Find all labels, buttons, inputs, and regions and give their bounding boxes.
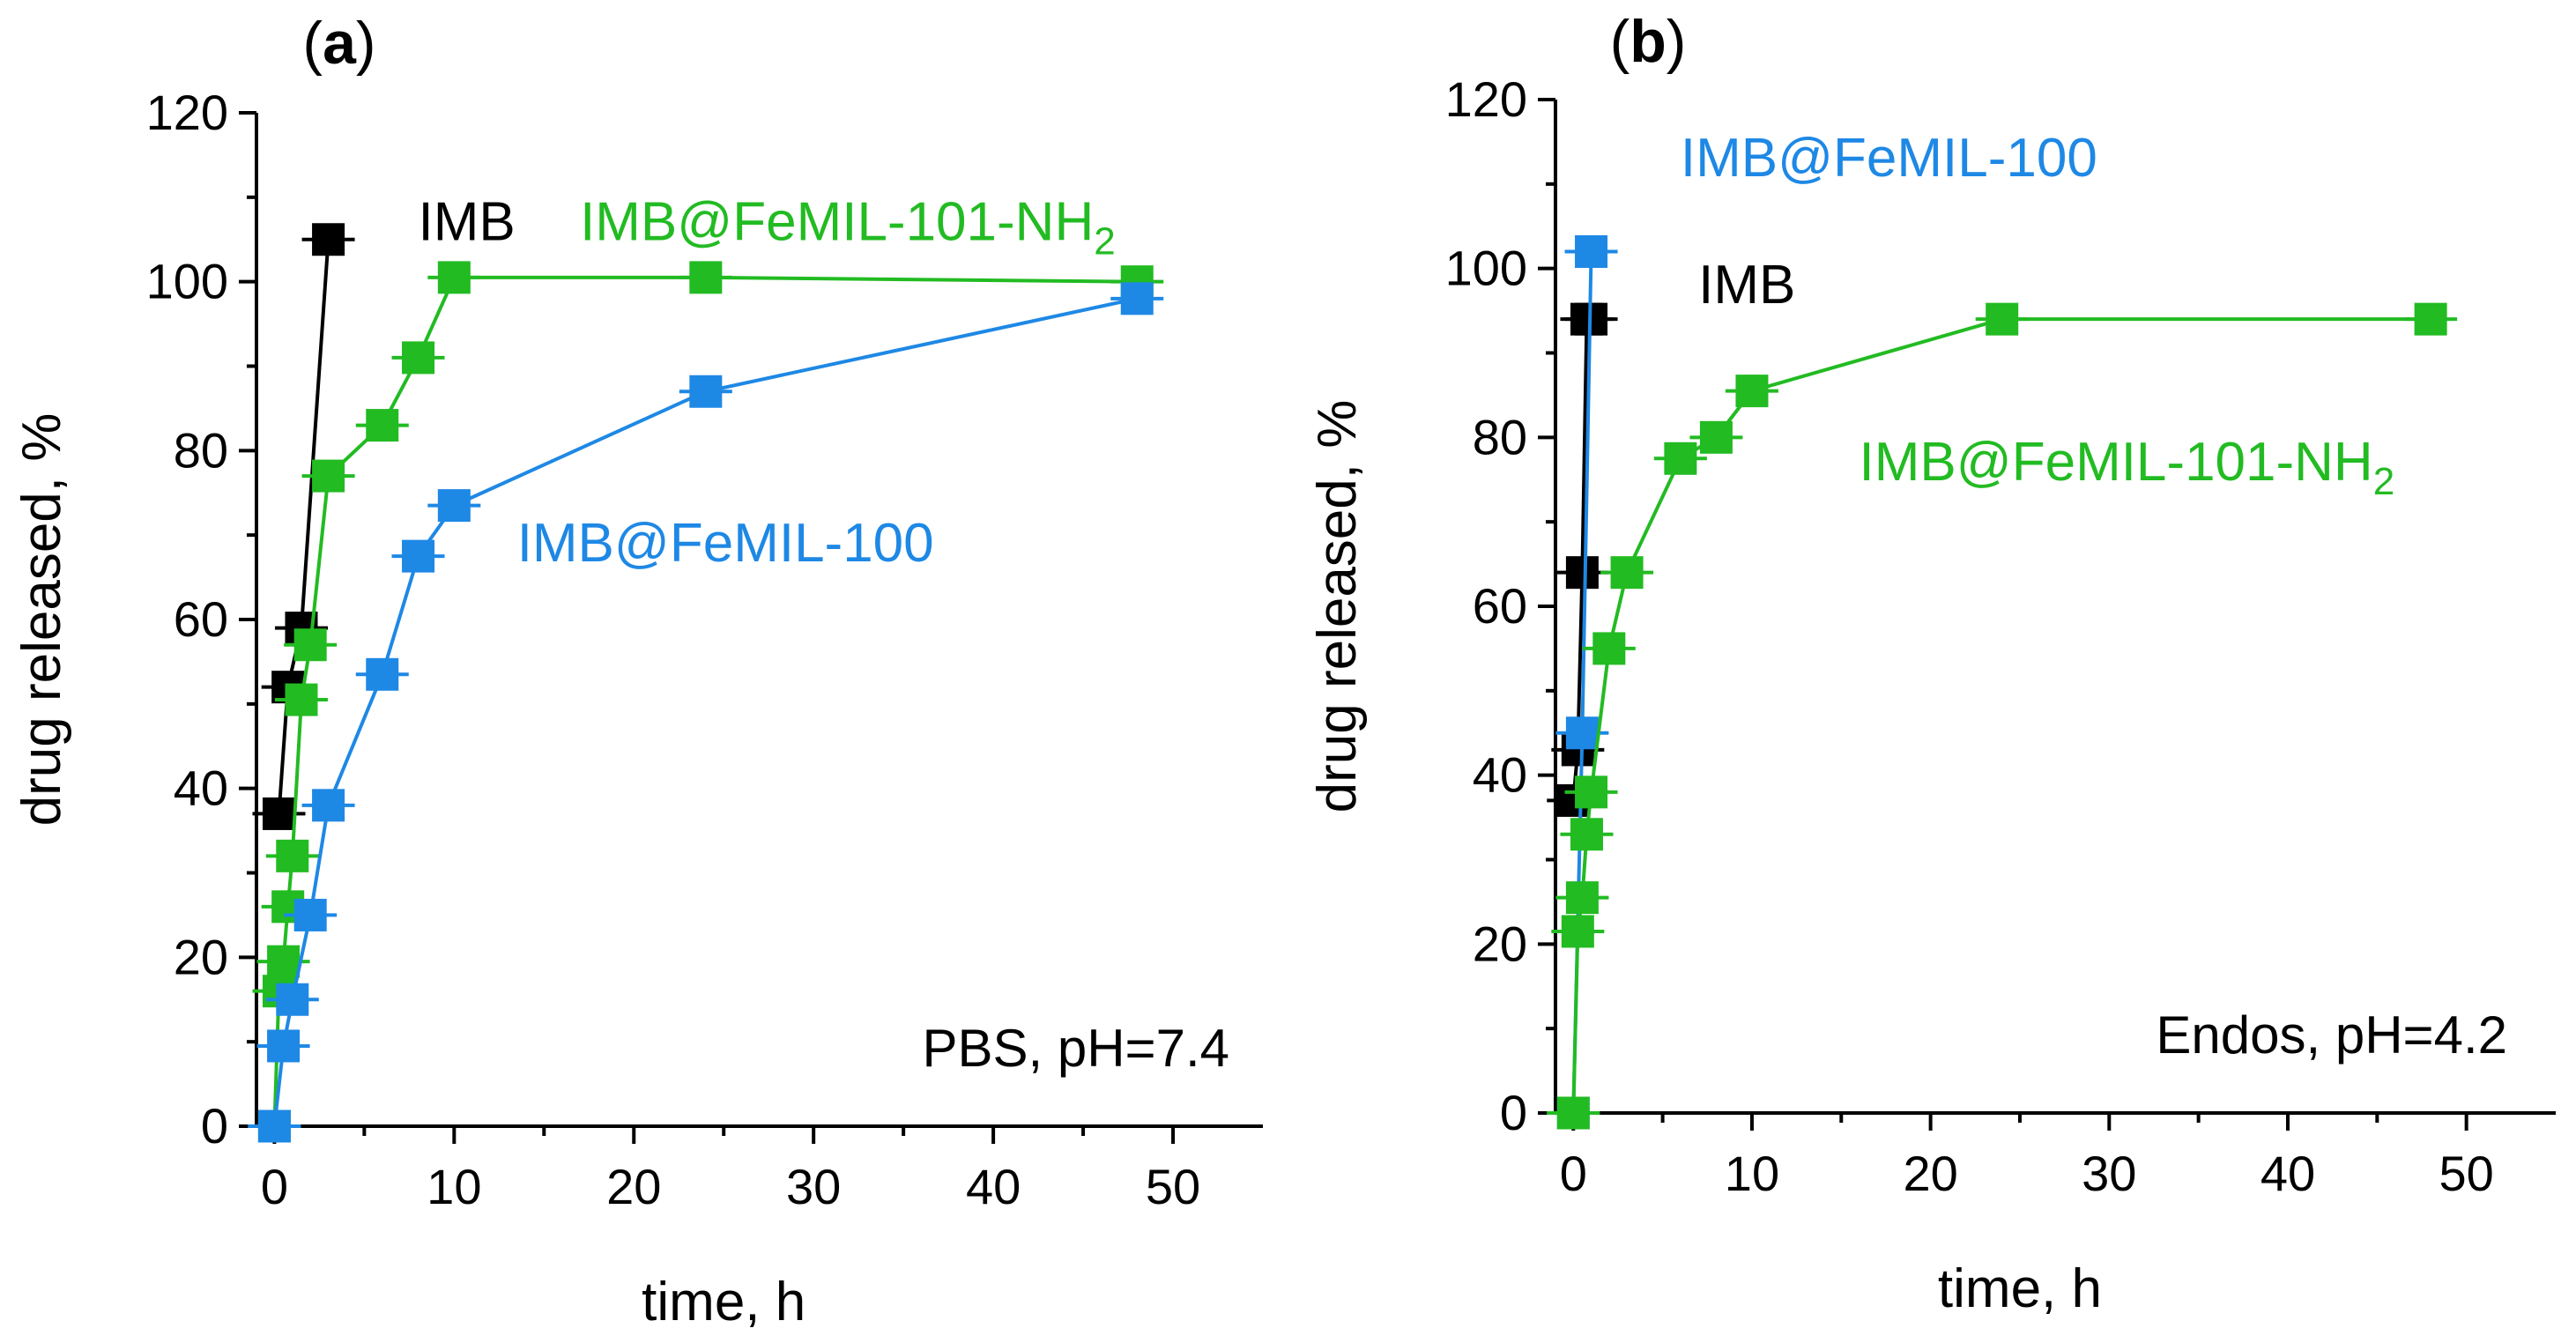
panel-a-series-imb-femil-100-point <box>312 789 345 822</box>
panel-a-series-imb-femil-100-point <box>293 898 327 931</box>
panel-b-series-imb-femil-101-nh2-point <box>1575 775 1608 809</box>
panel-a-series-imb-femil-100-point <box>276 983 309 1016</box>
panel-b-series-imb: IMB <box>1547 255 1795 817</box>
panel-a-series-imb-femil-101-nh2-point <box>437 261 471 294</box>
panel-a-condition-annotation: PBS, pH=7.4 <box>922 1019 1229 1078</box>
panel-b-y-axis-title: drug released, % <box>1307 400 1368 813</box>
panel-b-series-imb-femil-101-nh2-point <box>1699 420 1733 454</box>
panel-b-series-imb-femil-100-point <box>1575 235 1608 268</box>
panel-a-series-imb: IMB <box>252 192 516 830</box>
panel-b-series-imb-femil-101-nh2-point <box>1592 632 1626 665</box>
panel-a-series-imb-femil-101-nh2-point <box>276 839 309 872</box>
panel-b-series-imb-femil-101-nh2-point <box>1735 375 1769 408</box>
panel-a-panel-label: (a) <box>302 10 375 77</box>
panel-a-x-tick-label: 0 <box>261 1159 288 1214</box>
panel-b-y-tick-label: 80 <box>1473 409 1527 464</box>
panel-a-series-imb-femil-101-nh2: IMB@FeMIL-101-NH2 <box>248 192 1164 1143</box>
panel-a-y-tick-label: 80 <box>174 422 228 478</box>
panel-b-panel-label: (b) <box>1610 8 1687 75</box>
panel-a-series-imb-femil-101-nh2-point <box>267 945 301 978</box>
panel-a-series-imb-femil-100: IMB@FeMIL-100 <box>248 282 1164 1143</box>
panel-a-x-tick-label: 10 <box>427 1159 481 1214</box>
panel-b-condition-annotation: Endos, pH=4.2 <box>2156 1005 2507 1065</box>
panel-a-y-tick-label: 40 <box>174 761 228 816</box>
panel-a-series-imb-femil-100-point <box>1120 282 1154 315</box>
panel-b-x-tick-label: 40 <box>2260 1146 2315 1201</box>
panel-a-series-imb-femil-100-point <box>689 375 723 408</box>
panel-b-x-tick-label: 30 <box>2082 1146 2136 1201</box>
panel-b-series-imb-label: IMB <box>1698 255 1795 315</box>
panel-b-series-imb-femil-101-nh2-point <box>1556 1096 1590 1130</box>
panel-b-series-imb-femil-101-nh2-point <box>1570 818 1603 851</box>
panel-b-x-tick-label: 0 <box>1560 1146 1587 1201</box>
panel-a-series-imb-point <box>312 223 345 256</box>
panel-b-x-tick-label: 50 <box>2439 1146 2494 1201</box>
panel-a-series-imb-femil-101-nh2-point <box>402 341 435 375</box>
panel-a-x-axis-title: time, h <box>642 1272 805 1332</box>
panel-b-x-axis-title: time, h <box>1938 1258 2102 1319</box>
panel-a-series-imb-femil-101-nh2-point <box>293 628 327 662</box>
panel-a-y-axis-title: drug released, % <box>11 413 72 827</box>
panel-a-series-imb-femil-101-nh2-point <box>366 409 399 442</box>
panel-b-y-tick-label: 40 <box>1473 747 1527 803</box>
panel-b-series-imb-femil-101-nh2: IMB@FeMIL-101-NH2 <box>1547 302 2458 1130</box>
panel-a-y-tick-label: 120 <box>146 85 228 140</box>
panel-b-y-tick-label: 100 <box>1445 241 1527 296</box>
panel-b-y-tick-label: 0 <box>1500 1085 1527 1140</box>
panel-b-series-imb-femil-101-nh2-point <box>1610 556 1644 590</box>
panel-a-x-tick-label: 40 <box>966 1159 1021 1214</box>
panel-a-y-tick-label: 60 <box>174 591 228 647</box>
panel-b-series-imb-femil-100: IMB@FeMIL-100 <box>1547 128 2097 1130</box>
panel-a-y-tick-label: 20 <box>174 929 228 984</box>
panel-a-y-tick-label: 0 <box>201 1098 228 1154</box>
panel-b-series-imb-femil-100-label: IMB@FeMIL-100 <box>1681 128 2097 189</box>
panel-b-series-imb-femil-100-point <box>1565 716 1599 750</box>
panel-b-y-tick-label: 120 <box>1445 71 1527 127</box>
panel-b-series-imb-femil-101-nh2-point <box>1561 915 1594 948</box>
panel-a-series-imb-femil-100-label: IMB@FeMIL-100 <box>517 513 934 574</box>
panel-a-chart: 0 20 40 60 80 100 120 0 10 20 30 40 50 time, h drug re… <box>11 10 1263 1332</box>
panel-b-y-tick-label: 20 <box>1473 916 1527 971</box>
panel-b-series-imb-femil-101-nh2-point <box>2414 302 2447 336</box>
panel-a-series-imb-femil-100-line <box>272 296 1138 1127</box>
panel-a-series-imb-line <box>277 239 330 814</box>
panel-b-series-imb-femil-101-nh2-point <box>1565 881 1599 915</box>
panel-a-y-tick-label: 100 <box>146 254 228 309</box>
panel-a-series-imb-femil-101-nh2-point <box>312 459 345 493</box>
panel-b-x-tick-label: 10 <box>1725 1146 1779 1201</box>
panel-b-y-tick-label: 60 <box>1473 578 1527 634</box>
panel-a-series-imb-femil-101-nh2-point <box>285 683 318 716</box>
panel-a-series-imb-femil-101-nh2-point <box>689 261 723 294</box>
panel-a-x-tick-label: 30 <box>786 1159 841 1214</box>
panel-a-series-imb-femil-100-point <box>257 1109 291 1143</box>
panel-a-series-imb-femil-100-point <box>267 1029 301 1063</box>
panel-a-series-imb-femil-100-point <box>402 539 435 573</box>
panel-a-x-tick-label: 20 <box>606 1159 661 1214</box>
panel-a-series-imb-femil-100-point <box>437 489 471 523</box>
panel-b-series-imb-femil-101-nh2-point <box>1986 302 2019 336</box>
panel-a-series-imb-point <box>262 797 295 830</box>
panel-a-x-tick-label: 50 <box>1146 1159 1200 1214</box>
panel-b-series-imb-femil-101-nh2-point <box>1664 441 1697 475</box>
panel-a-series-imb-femil-101-nh2-label: IMB@FeMIL-101-NH2 <box>580 192 1116 263</box>
panel-b-chart: 0 20 40 60 80 100 120 0 10 20 30 40 50 time, h drug re… <box>1307 8 2556 1319</box>
panel-b-series-imb-point <box>1565 556 1599 590</box>
panel-a-series-imb-label: IMB <box>419 192 516 253</box>
panel-a-series-imb-femil-100-point <box>366 657 399 691</box>
panel-b-x-tick-label: 20 <box>1903 1146 1957 1201</box>
panel-b-series-imb-femil-101-nh2-label: IMB@FeMIL-101-NH2 <box>1860 432 2395 503</box>
